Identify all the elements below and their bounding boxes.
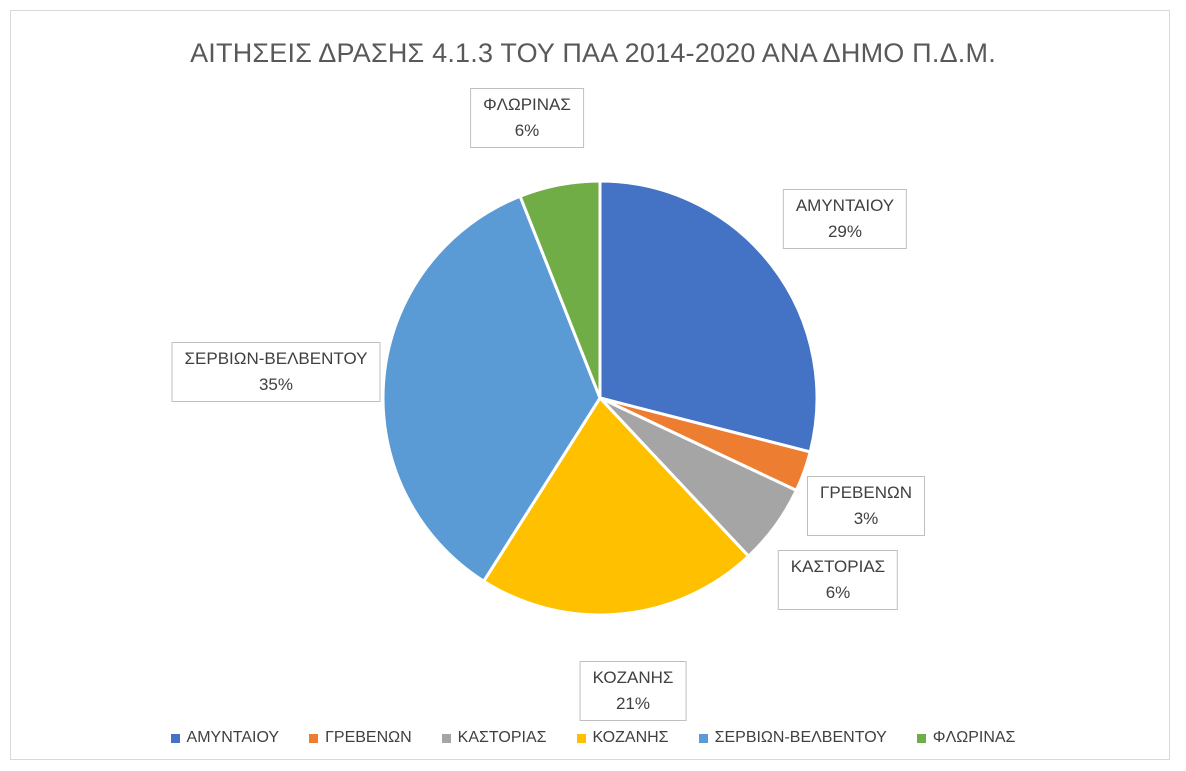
- data-label-percent: 6%: [825, 583, 851, 602]
- legend-item-5: ΦΛΩΡΙΝΑΣ: [916, 729, 1016, 747]
- legend: ΑΜΥΝΤΑΙΟΥ ΓΡΕΒΕΝΩΝ ΚΑΣΤΟΡΙΑΣ ΚΟΖΑΝΗΣ ΣΕΡΒΙΩΝ…: [0, 729, 1186, 747]
- data-label-percent: 3%: [853, 509, 879, 528]
- legend-label: ΚΑΣΤΟΡΙΑΣ: [457, 729, 547, 746]
- data-label-2: ΚΑΣΤΟΡΙΑΣ 6%: [777, 550, 899, 610]
- legend-label: ΚΟΖΑΝΗΣ: [592, 729, 669, 746]
- legend-item-4: ΣΕΡΒΙΩΝ-ΒΕΛΒΕΝΤΟΥ: [698, 729, 887, 747]
- data-label-4: ΣΕΡΒΙΩΝ-ΒΕΛΒΕΝΤΟΥ 35%: [171, 342, 381, 402]
- pie-slice-0: [598, 179, 819, 454]
- legend-label: ΣΕΡΒΙΩΝ-ΒΕΛΒΕΝΤΟΥ: [714, 729, 887, 746]
- data-label-percent: 35%: [258, 375, 294, 394]
- data-label-name: ΣΕΡΒΙΩΝ-ΒΕΛΒΕΝΤΟΥ: [184, 349, 368, 368]
- legend-item-1: ΓΡΕΒΕΝΩΝ: [309, 729, 412, 747]
- data-label-name: ΦΛΩΡΙΝΑΣ: [483, 95, 571, 114]
- legend-swatch: [698, 733, 708, 743]
- legend-item-3: ΚΟΖΑΝΗΣ: [576, 729, 669, 747]
- data-label-name: ΚΑΣΤΟΡΙΑΣ: [790, 557, 886, 576]
- legend-swatch: [170, 733, 180, 743]
- chart-title: ΑΙΤΗΣΕΙΣ ΔΡΑΣΗΣ 4.1.3 ΤΟΥ ΠΑΑ 2014-2020 …: [190, 38, 996, 68]
- legend-swatch: [309, 733, 319, 743]
- legend-item-0: ΑΜΥΝΤΑΙΟΥ: [170, 729, 280, 747]
- legend-label: ΓΡΕΒΕΝΩΝ: [325, 729, 412, 746]
- data-label-percent: 29%: [827, 222, 863, 241]
- legend-swatch: [916, 733, 926, 743]
- legend-label: ΦΛΩΡΙΝΑΣ: [932, 729, 1016, 746]
- legend-label: ΑΜΥΝΤΑΙΟΥ: [186, 729, 280, 746]
- pie-slice-3: [481, 395, 751, 617]
- pie-slice-5: [518, 179, 602, 399]
- data-label-1: ΓΡΕΒΕΝΩΝ 3%: [807, 476, 925, 536]
- data-label-5: ΦΛΩΡΙΝΑΣ 6%: [470, 88, 584, 148]
- data-label-name: ΓΡΕΒΕΝΩΝ: [820, 483, 912, 502]
- legend-swatch: [441, 733, 451, 743]
- data-label-percent: 6%: [514, 121, 540, 140]
- legend-item-2: ΚΑΣΤΟΡΙΑΣ: [441, 729, 547, 747]
- pie-slice-4: [381, 194, 602, 584]
- data-label-name: ΚΟΖΑΝΗΣ: [592, 668, 674, 687]
- data-label-3: ΚΟΖΑΝΗΣ 21%: [579, 661, 687, 721]
- data-label-name: ΑΜΥΝΤΑΙΟΥ: [795, 196, 895, 215]
- data-label-percent: 21%: [615, 694, 651, 713]
- data-label-0: ΑΜΥΝΤΑΙΟΥ 29%: [782, 189, 908, 249]
- legend-swatch: [576, 733, 586, 743]
